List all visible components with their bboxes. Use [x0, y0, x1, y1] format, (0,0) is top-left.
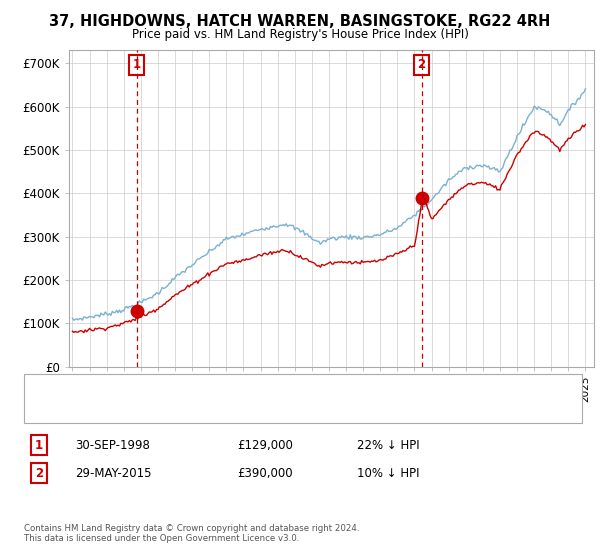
Text: 2: 2 — [35, 466, 43, 480]
Text: 1: 1 — [35, 438, 43, 452]
Text: 2: 2 — [418, 58, 425, 71]
Text: HPI: Average price, detached house, Basingstoke and Deane: HPI: Average price, detached house, Basi… — [81, 404, 397, 414]
Text: £390,000: £390,000 — [237, 466, 293, 480]
Text: 37, HIGHDOWNS, HATCH WARREN, BASINGSTOKE, RG22 4RH (detached house): 37, HIGHDOWNS, HATCH WARREN, BASINGSTOKE… — [81, 382, 494, 392]
Text: 30-SEP-1998: 30-SEP-1998 — [75, 438, 150, 452]
Text: 10% ↓ HPI: 10% ↓ HPI — [357, 466, 419, 480]
Text: ——: —— — [39, 379, 70, 394]
Text: 1: 1 — [133, 58, 140, 71]
Text: Contains HM Land Registry data © Crown copyright and database right 2024.
This d: Contains HM Land Registry data © Crown c… — [24, 524, 359, 543]
Text: 29-MAY-2015: 29-MAY-2015 — [75, 466, 151, 480]
Text: 37, HIGHDOWNS, HATCH WARREN, BASINGSTOKE, RG22 4RH: 37, HIGHDOWNS, HATCH WARREN, BASINGSTOKE… — [49, 14, 551, 29]
Text: ——: —— — [39, 402, 70, 417]
Text: £129,000: £129,000 — [237, 438, 293, 452]
Text: 22% ↓ HPI: 22% ↓ HPI — [357, 438, 419, 452]
Text: Price paid vs. HM Land Registry's House Price Index (HPI): Price paid vs. HM Land Registry's House … — [131, 28, 469, 41]
